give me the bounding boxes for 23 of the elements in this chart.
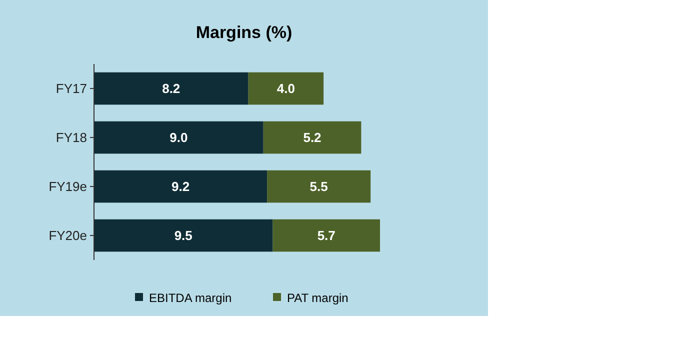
bar — [94, 72, 248, 105]
y-tick-label: FY18 — [56, 130, 87, 146]
bar — [267, 170, 371, 203]
bar — [94, 219, 273, 252]
data-label: 4.0 — [276, 81, 295, 96]
data-label: 5.7 — [317, 228, 336, 244]
y-tick-label: FY17 — [56, 81, 87, 96]
data-label: 5.2 — [303, 130, 322, 146]
chart-title: Margins (%) — [196, 23, 292, 42]
legend-label: PAT margin — [287, 291, 348, 306]
y-tick-label: FY20e — [48, 228, 87, 244]
data-label: 8.2 — [162, 81, 180, 96]
bar — [94, 170, 268, 203]
data-label: 5.5 — [310, 179, 328, 194]
bar — [94, 121, 264, 154]
y-tick-label: FY19e — [48, 179, 87, 194]
bar — [263, 121, 362, 154]
data-label: 9.5 — [174, 228, 192, 244]
data-label: 9.2 — [172, 179, 190, 194]
legend-label: EBITDA margin — [149, 291, 232, 306]
bar — [248, 72, 324, 105]
bar — [272, 219, 380, 252]
data-label: 9.0 — [170, 130, 188, 146]
